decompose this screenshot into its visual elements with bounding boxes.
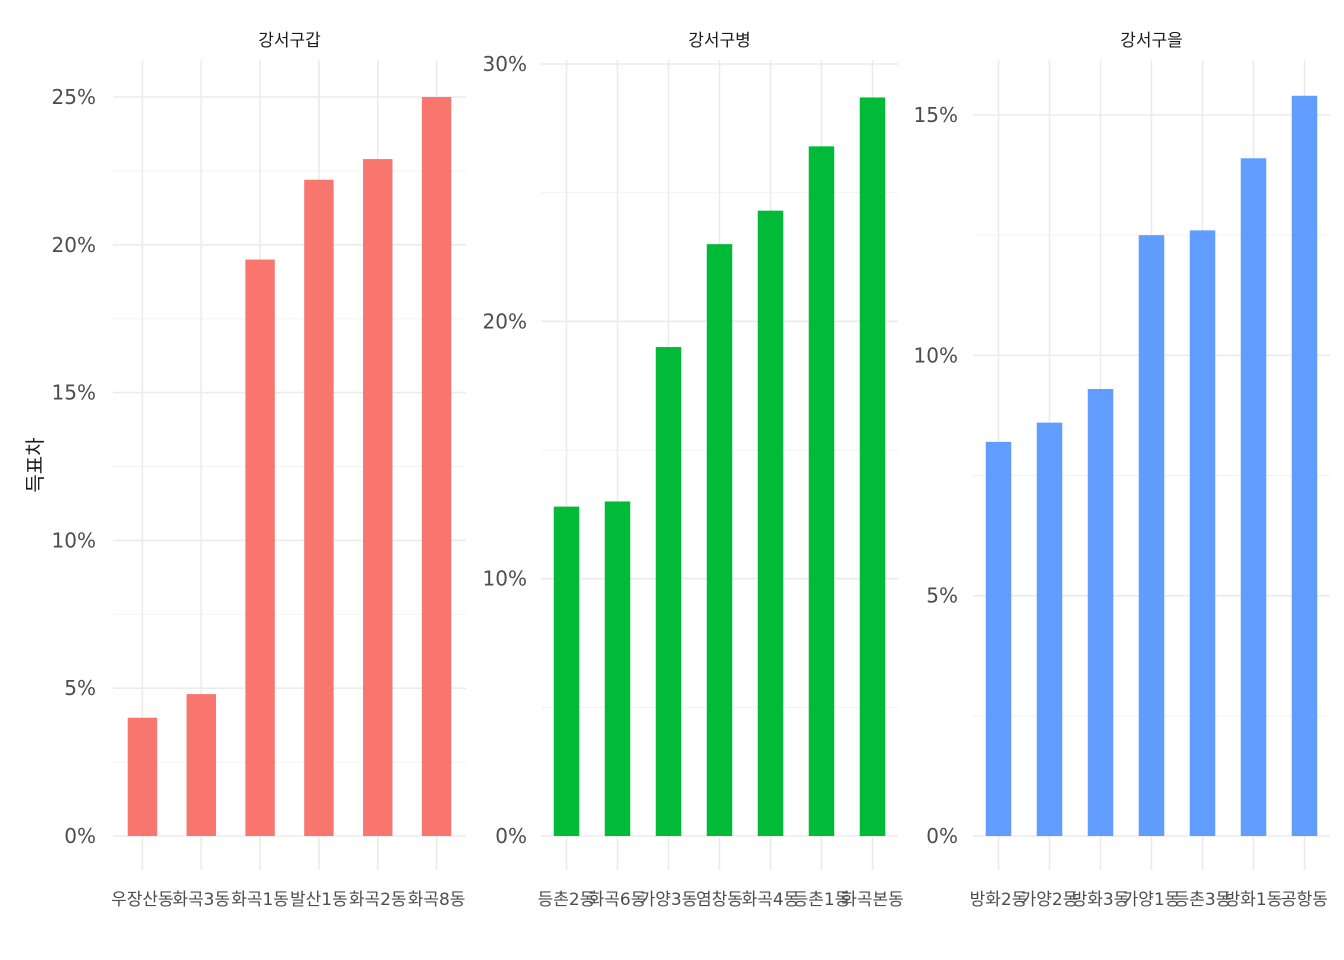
x-tick-label: 화곡2동 [349,890,407,910]
x-tick-label: 우장산동 [111,890,174,910]
x-tick-label: 방화1동 [1225,890,1283,910]
bar [1189,230,1216,837]
x-tick-label: 발산1동 [290,890,348,910]
y-tick-label: 30% [483,52,527,76]
bar [1087,388,1114,836]
bar [808,146,835,836]
bar [1138,235,1165,836]
facet-title: 강서구병 [688,31,751,51]
bar [655,347,682,836]
y-axis-title: 득표차 [23,437,47,492]
bar [604,501,631,836]
x-tick-label: 등촌2동 [538,890,596,910]
facet-title: 강서구갑 [258,31,321,51]
bar [859,97,886,837]
y-tick-label: 15% [914,103,958,127]
bar [1291,95,1318,837]
x-tick-label: 방화3동 [1072,890,1130,910]
bar [985,441,1012,836]
y-tick-label: 20% [52,233,96,257]
bar [706,244,733,837]
bar [245,259,275,837]
x-tick-label: 화곡6동 [589,890,647,910]
y-tick-label: 0% [64,824,96,848]
y-tick-label: 5% [64,676,96,700]
bar [1036,422,1063,836]
y-tick-label: 10% [914,343,958,367]
y-tick-label: 25% [52,85,96,109]
facet-title: 강서구을 [1120,31,1183,51]
bar [186,694,216,836]
x-tick-label: 염창동 [696,890,743,910]
y-tick-label: 10% [52,528,96,552]
x-tick-label: 화곡4동 [742,890,800,910]
y-tick-label: 15% [52,381,96,405]
x-tick-label: 가양2동 [1021,890,1079,910]
x-tick-label: 공항동 [1281,890,1328,910]
bar [363,159,393,837]
x-tick-label: 등촌3동 [1174,890,1232,910]
x-tick-label: 가양1동 [1123,890,1181,910]
y-tick-label: 0% [926,824,958,848]
bar [1240,158,1267,836]
bar [553,506,580,836]
y-tick-label: 5% [926,584,958,608]
bar [127,717,158,836]
y-tick-label: 0% [495,824,527,848]
x-tick-label: 화곡8동 [408,890,466,910]
y-tick-label: 20% [483,309,527,333]
bar [757,210,784,836]
x-tick-label: 방화2동 [970,890,1028,910]
x-tick-label: 가양3동 [640,890,698,910]
x-tick-label: 화곡1동 [231,890,289,910]
y-tick-label: 10% [483,567,527,591]
x-tick-label: 화곡3동 [172,890,230,910]
x-tick-label: 등촌1동 [793,890,851,910]
bar [421,97,452,836]
bar [304,179,334,836]
x-tick-label: 화곡본동 [841,890,904,910]
